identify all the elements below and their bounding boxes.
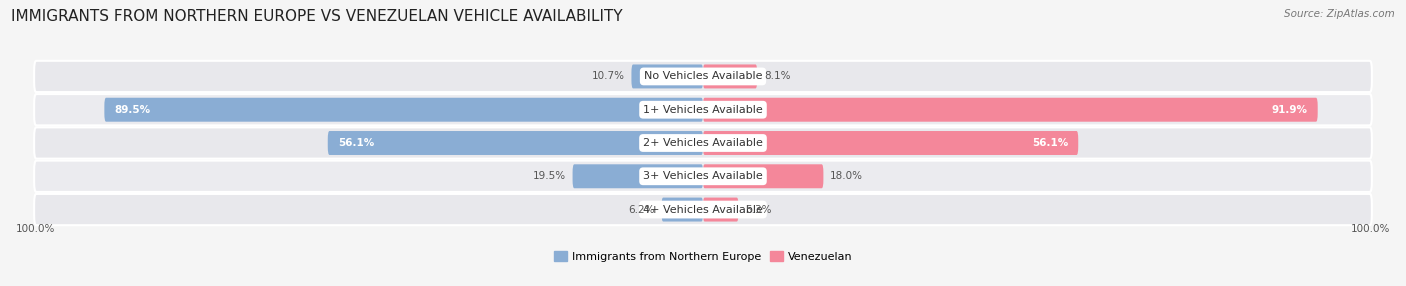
FancyBboxPatch shape <box>104 98 703 122</box>
Text: 8.1%: 8.1% <box>763 72 790 82</box>
Text: No Vehicles Available: No Vehicles Available <box>644 72 762 82</box>
FancyBboxPatch shape <box>34 194 1372 225</box>
Text: 91.9%: 91.9% <box>1271 105 1308 115</box>
Legend: Immigrants from Northern Europe, Venezuelan: Immigrants from Northern Europe, Venezue… <box>554 251 852 262</box>
Text: 89.5%: 89.5% <box>114 105 150 115</box>
FancyBboxPatch shape <box>703 164 824 188</box>
FancyBboxPatch shape <box>572 164 703 188</box>
FancyBboxPatch shape <box>631 64 703 88</box>
Text: Source: ZipAtlas.com: Source: ZipAtlas.com <box>1284 9 1395 19</box>
Text: 100.0%: 100.0% <box>15 224 55 234</box>
FancyBboxPatch shape <box>34 94 1372 125</box>
FancyBboxPatch shape <box>703 198 738 222</box>
Text: 1+ Vehicles Available: 1+ Vehicles Available <box>643 105 763 115</box>
FancyBboxPatch shape <box>34 161 1372 192</box>
Text: 56.1%: 56.1% <box>337 138 374 148</box>
FancyBboxPatch shape <box>703 64 758 88</box>
FancyBboxPatch shape <box>34 61 1372 92</box>
Text: 6.2%: 6.2% <box>628 204 655 214</box>
Text: 5.3%: 5.3% <box>745 204 772 214</box>
FancyBboxPatch shape <box>703 131 1078 155</box>
Text: 18.0%: 18.0% <box>830 171 863 181</box>
FancyBboxPatch shape <box>703 98 1317 122</box>
FancyBboxPatch shape <box>662 198 703 222</box>
Text: 100.0%: 100.0% <box>1351 224 1391 234</box>
Text: 19.5%: 19.5% <box>533 171 565 181</box>
Text: 2+ Vehicles Available: 2+ Vehicles Available <box>643 138 763 148</box>
Text: 10.7%: 10.7% <box>592 72 624 82</box>
FancyBboxPatch shape <box>328 131 703 155</box>
Text: IMMIGRANTS FROM NORTHERN EUROPE VS VENEZUELAN VEHICLE AVAILABILITY: IMMIGRANTS FROM NORTHERN EUROPE VS VENEZ… <box>11 9 623 23</box>
Text: 4+ Vehicles Available: 4+ Vehicles Available <box>643 204 763 214</box>
Text: 3+ Vehicles Available: 3+ Vehicles Available <box>643 171 763 181</box>
FancyBboxPatch shape <box>34 127 1372 159</box>
Text: 56.1%: 56.1% <box>1032 138 1069 148</box>
